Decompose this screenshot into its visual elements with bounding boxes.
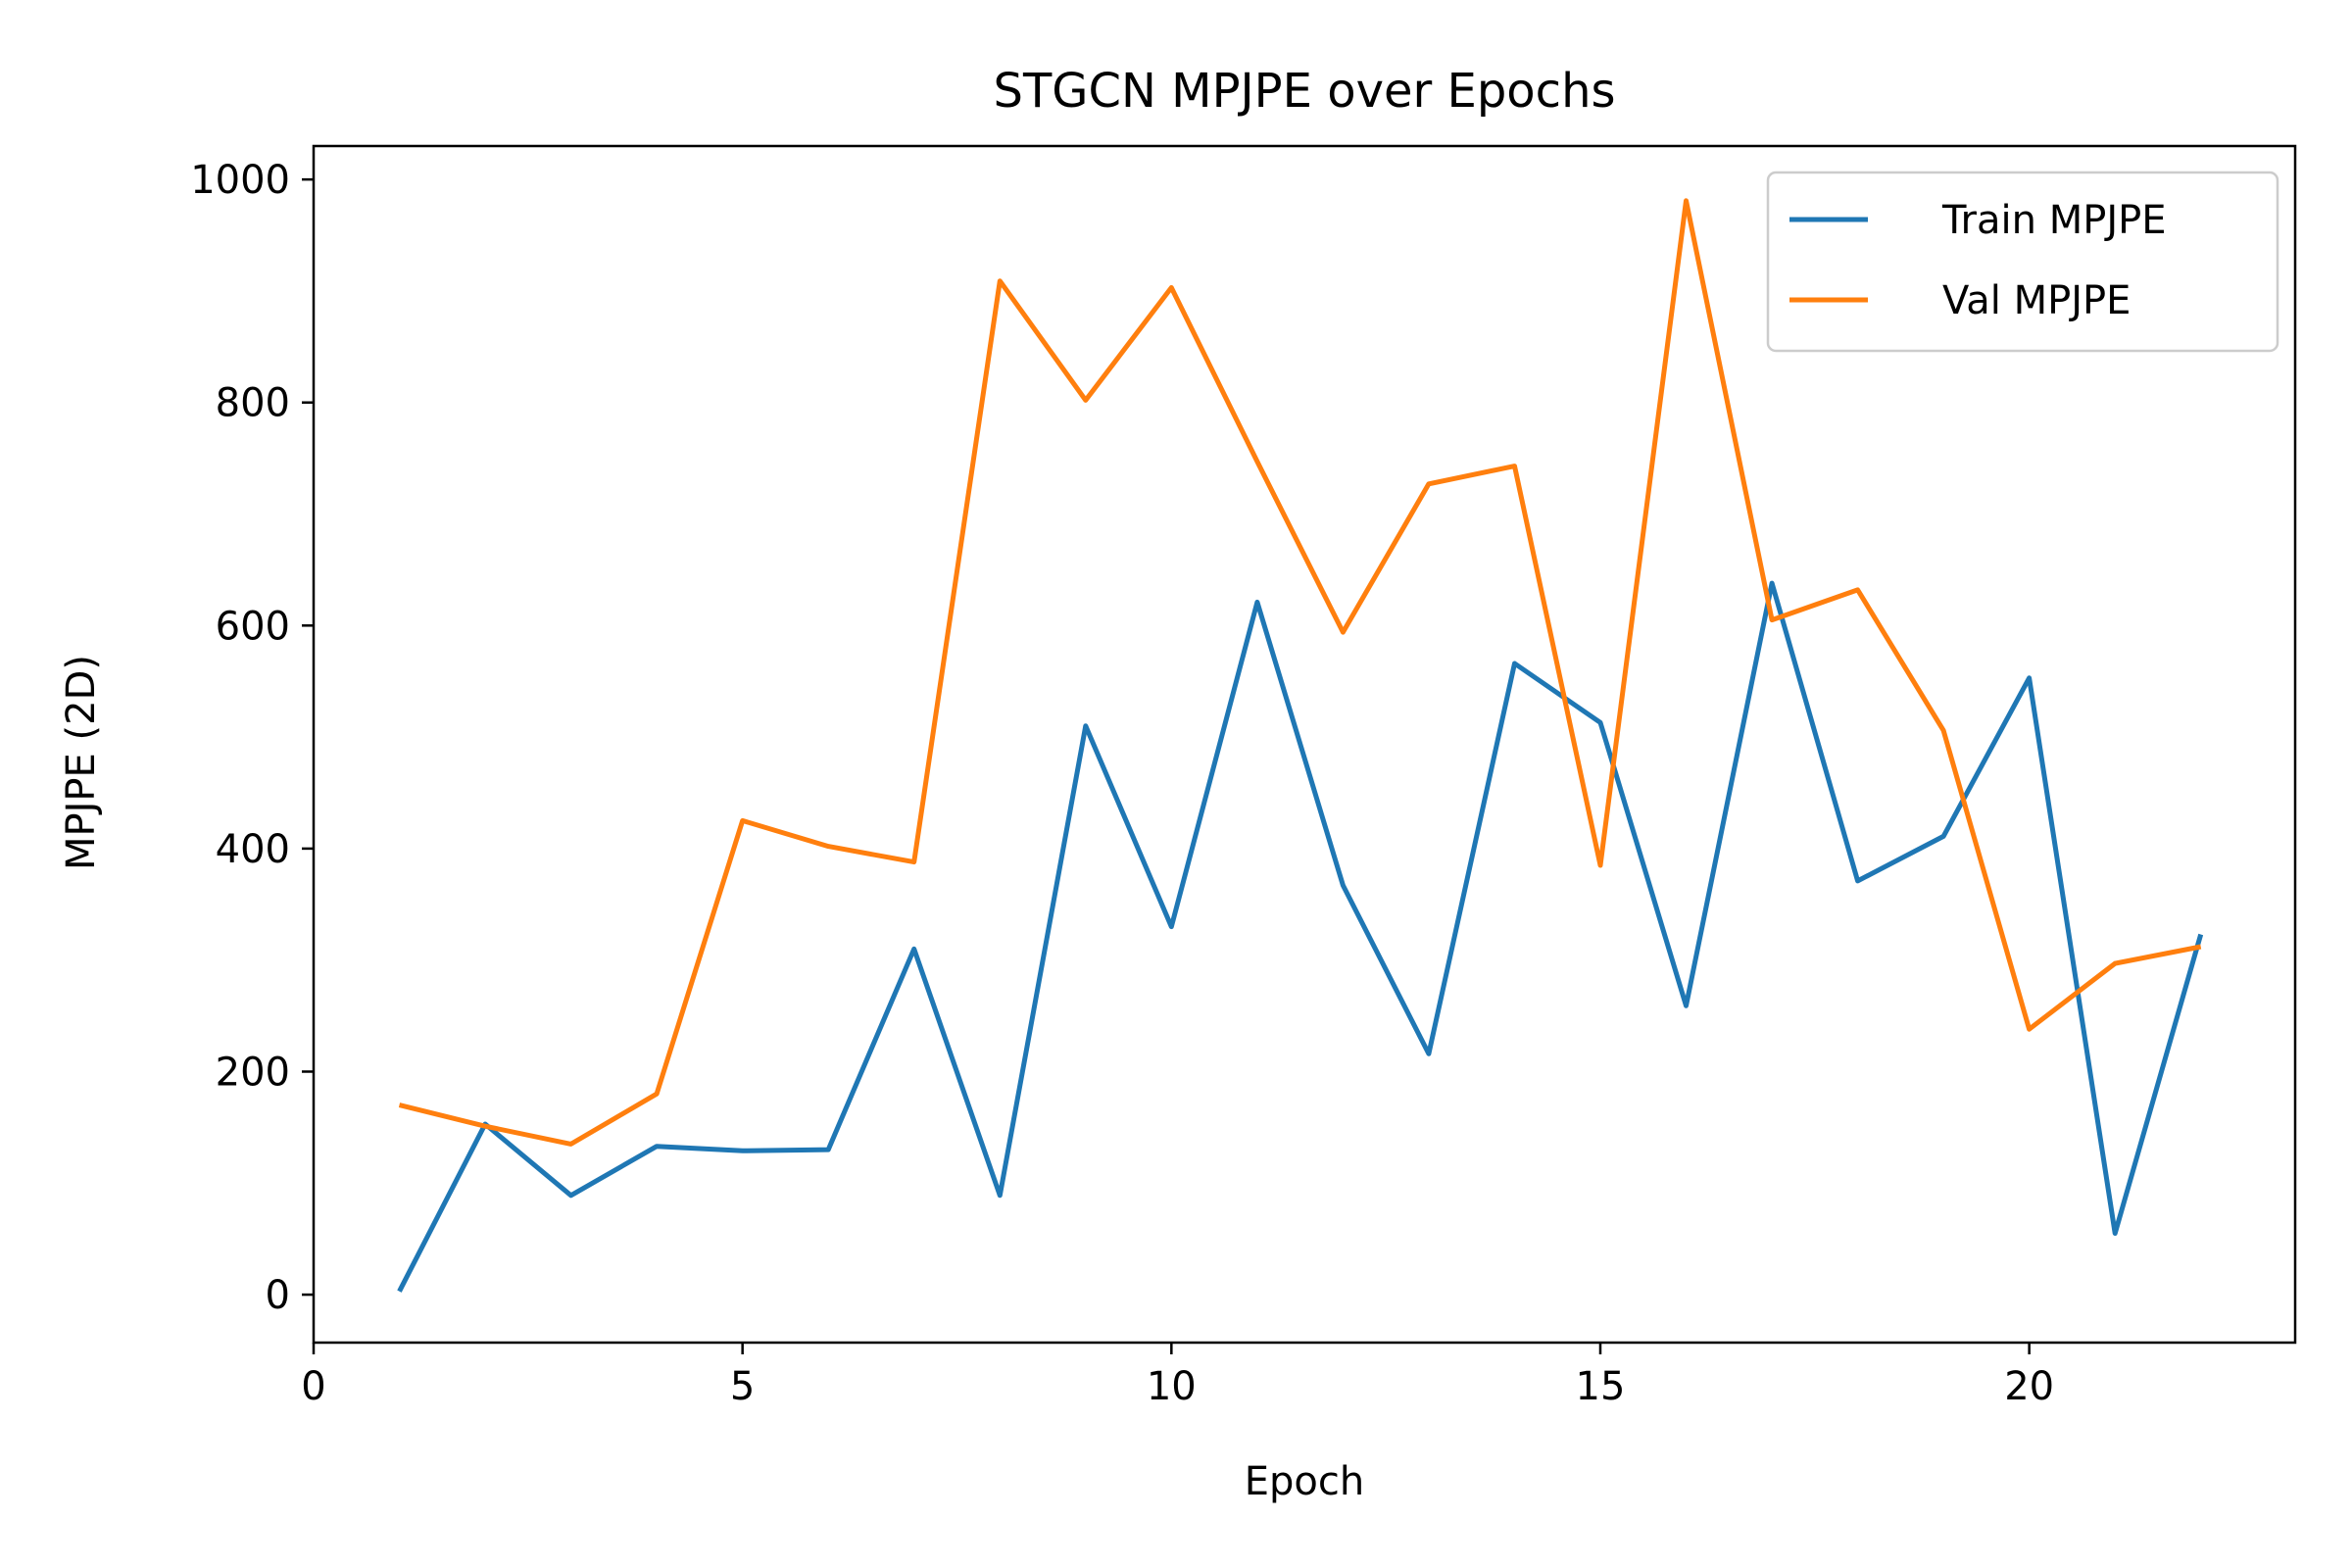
- y-tick-label: 200: [216, 1050, 290, 1095]
- x-tick-label: 0: [301, 1364, 325, 1409]
- y-tick-label: 1000: [190, 158, 290, 203]
- series-line-train-mpjpe: [397, 580, 2204, 1293]
- legend-box: [1766, 171, 2279, 353]
- y-axis-label: MPJPE (2D): [59, 655, 104, 870]
- legend-label-train-mpjpe: Train MPJPE: [1941, 198, 2167, 243]
- y-tick-label: 400: [216, 827, 290, 872]
- y-tick-label: 600: [216, 604, 290, 649]
- x-axis-label: Epoch: [1245, 1459, 1364, 1504]
- x-tick-label: 20: [2004, 1364, 2054, 1409]
- x-tick-label: 10: [1147, 1364, 1197, 1409]
- x-tick-label: 5: [730, 1364, 755, 1409]
- legend-label-val-mpjpe: Val MPJPE: [1942, 278, 2131, 323]
- axes-frame: [312, 144, 2297, 1345]
- y-tick-label: 800: [216, 381, 290, 426]
- legend: Train MPJPE Val MPJPE: [1766, 171, 2279, 353]
- chart-title: STGCN MPJPE over Epochs: [994, 64, 1616, 119]
- series-line-val-mpjpe: [398, 198, 2202, 1147]
- y-tick-label: 0: [266, 1273, 290, 1318]
- x-tick-label: 15: [1576, 1364, 1626, 1409]
